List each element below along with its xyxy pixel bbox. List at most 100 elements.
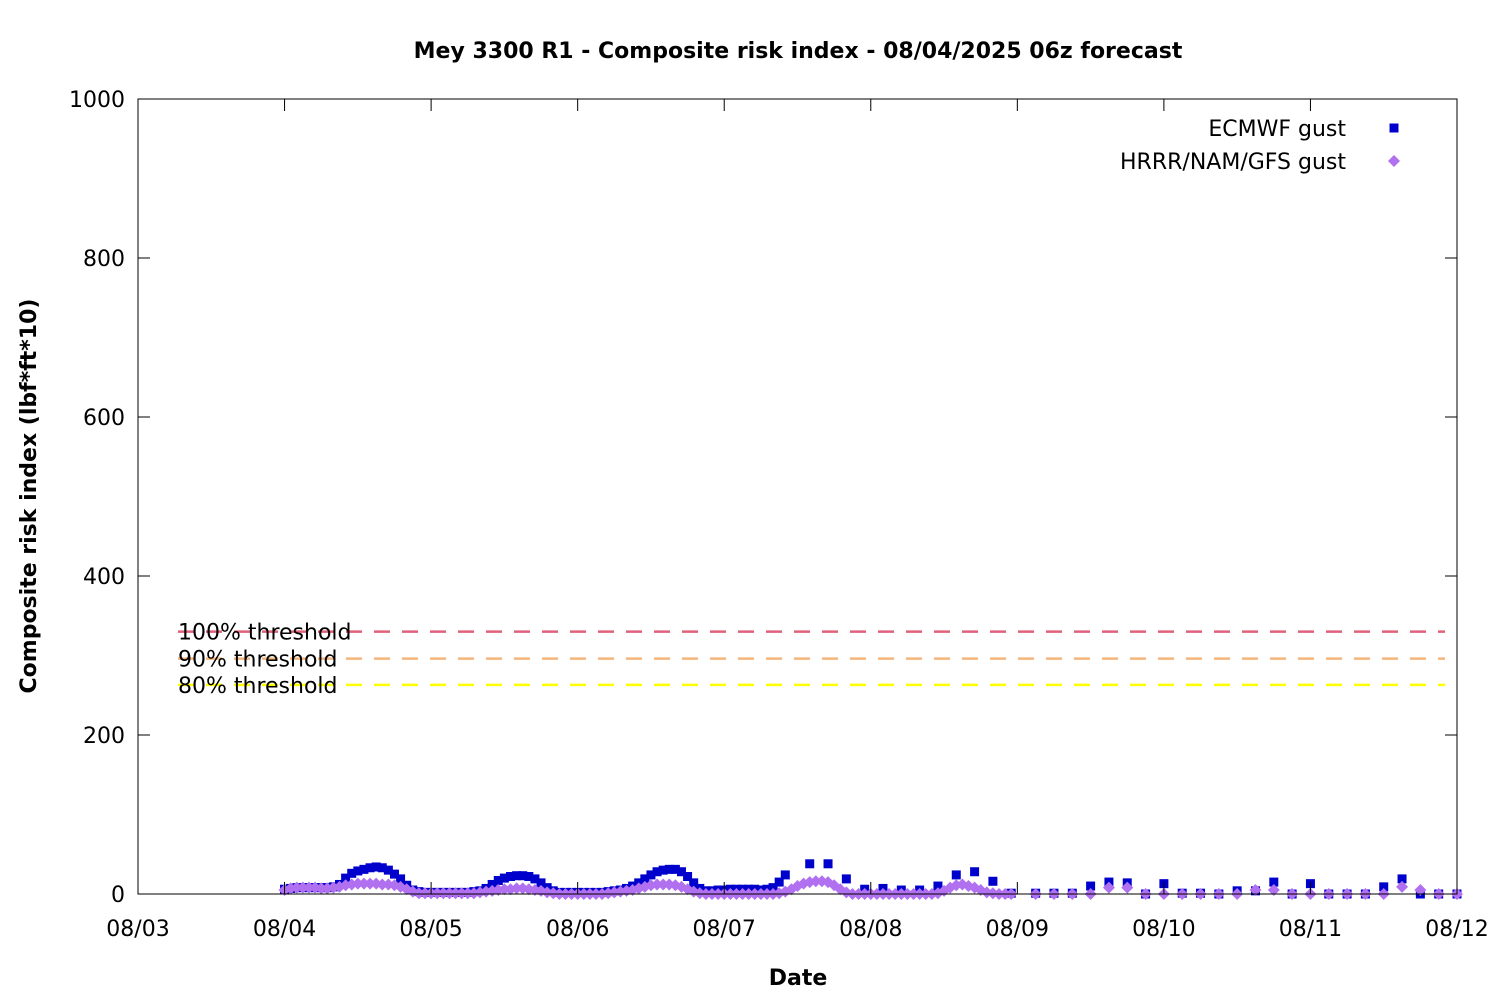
ecmwf-point [499,873,509,883]
x-tick-label: 08/11 [1279,917,1342,942]
ecmwf-point [353,866,363,876]
ecmwf-point [933,881,943,891]
hrrr-point [455,887,468,900]
threshold-label: 90% threshold [178,648,338,673]
hrrr-point [364,877,377,890]
ecmwf-point [1269,877,1279,887]
ecmwf-point [646,870,656,880]
hrrr-point [1121,881,1134,894]
ecmwf-point [652,867,662,877]
hrrr-point [1396,880,1409,893]
hrrr-point [449,887,462,900]
hrrr-point [351,877,364,890]
plot-frame [137,98,1458,895]
ecmwf-point [347,868,357,878]
legend-diamond-icon [1388,155,1400,167]
ecmwf-point [377,863,387,873]
ecmwf-point [658,865,668,875]
ecmwf-point [676,867,686,877]
ecmwf-point [359,864,369,874]
hrrr-point [412,887,425,900]
ecmwf-point [689,878,699,888]
hrrr-point [419,887,432,900]
x-tick-label: 08/06 [546,917,609,942]
hrrr-point [1102,881,1115,894]
hrrr-point [302,881,315,894]
hrrr-point [437,887,450,900]
ecmwf-point [664,864,674,874]
legend-square-icon [1389,123,1399,133]
ecmwf-point [841,874,851,884]
y-tick-label: 200 [83,724,125,749]
ecmwf-point [493,875,503,885]
y-tick-label: 800 [83,247,125,272]
x-axis-label: Date [769,966,828,991]
hrrr-point [376,878,389,891]
ecmwf-point [536,878,546,888]
hrrr-point [657,878,670,891]
x-tick-label: 08/03 [106,917,169,942]
ecmwf-point [512,871,522,881]
legend-label: HRRR/NAM/GFS gust [1120,150,1346,175]
legend-label: ECMWF gust [1208,117,1346,142]
x-tick-label: 08/08 [839,917,902,942]
ecmwf-point [670,864,680,874]
ecmwf-point [518,871,528,881]
ecmwf-point [683,872,693,882]
x-tick-label: 08/05 [399,917,462,942]
ecmwf-point [988,876,998,886]
y-axis-label: Composite risk index (lbf*ft*10) [17,299,42,694]
ecmwf-point [951,870,961,880]
ecmwf-point [780,870,790,880]
ecmwf-point [371,862,381,872]
ecmwf-point [1086,881,1096,891]
x-tick-label: 08/09 [986,917,1049,942]
y-tick-label: 600 [83,406,125,431]
hrrr-point [1249,884,1262,897]
legend: ECMWF gust HRRR/NAM/GFS gust [1120,117,1400,175]
threshold-label: 80% threshold [178,674,338,699]
hrrr-point [443,887,456,900]
hrrr-point [1267,884,1280,897]
ecmwf-point [524,872,534,882]
x-tick-label: 08/07 [693,917,756,942]
ecmwf-point [805,859,815,869]
x-tick-label: 08/10 [1132,917,1195,942]
hrrr-point [461,887,474,900]
ecmwf-point [768,883,778,893]
threshold-label: 100% threshold [178,621,352,646]
ecmwf-point [640,874,650,884]
ecmwf-point [396,874,406,884]
x-tick-label: 08/12 [1425,917,1488,942]
hrrr-point [315,882,328,895]
axis-ticks: 0 200 400 600 800 1000 08/03 08/04 08/05 08/06 08/… [69,88,1489,942]
hrrr-point [510,882,523,895]
hrrr-point [498,883,511,896]
ecmwf-point [365,863,375,873]
hrrr-point [431,887,444,900]
ecmwf-point [774,877,784,887]
hrrr-point [651,878,664,891]
ecmwf-point [383,865,393,875]
hrrr-point [1414,884,1427,897]
ecmwf-point [1397,874,1407,884]
hrrr-point [296,881,309,894]
y-tick-label: 0 [111,883,125,908]
hrrr-point [290,881,303,894]
ecmwf-point [970,867,980,877]
ecmwf-point [505,872,515,882]
y-tick-label: 1000 [69,88,125,113]
y-tick-label: 400 [83,565,125,590]
ecmwf-point [530,874,540,884]
x-tick-label: 08/04 [253,917,316,942]
ecmwf-point [823,859,833,869]
ecmwf-point [341,873,351,883]
ecmwf-point [1379,882,1389,892]
ecmwf-point [487,879,497,889]
ecmwf-point [389,869,399,879]
chart-title: Mey 3300 R1 - Composite risk index - 08/… [414,39,1183,64]
hrrr-point [357,877,370,890]
hrrr-point [809,875,822,888]
